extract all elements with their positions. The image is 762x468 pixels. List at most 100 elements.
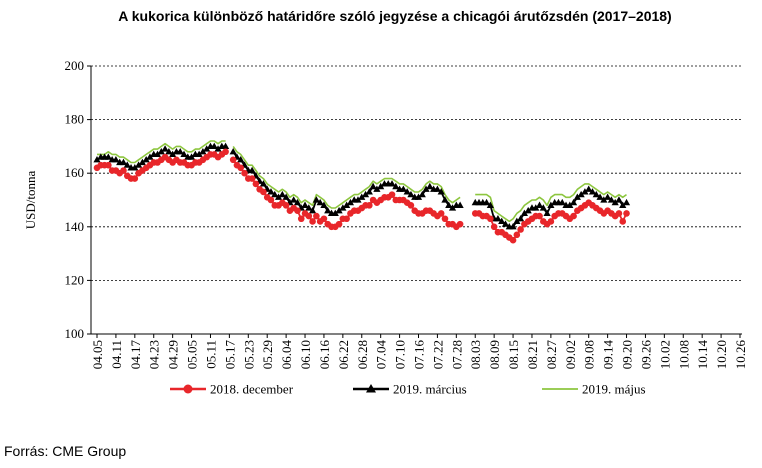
data-point [566, 201, 574, 208]
data-point [418, 190, 426, 198]
data-point [354, 196, 362, 203]
data-point [509, 236, 517, 244]
legend-marker [366, 384, 376, 393]
data-point [153, 150, 162, 158]
legend-item-1: 2018. december [170, 382, 294, 397]
x-tick-label: 08.09 [487, 340, 502, 369]
data-point [433, 185, 442, 192]
legend-label: 2019. március [393, 382, 467, 397]
data-point [392, 182, 400, 190]
data-point [267, 188, 275, 195]
series-3 [97, 140, 627, 223]
data-point [93, 156, 101, 163]
data-point [596, 193, 604, 200]
series-1 [93, 148, 630, 244]
data-point [437, 188, 445, 195]
data-point [490, 223, 498, 231]
x-tick-label: 08.03 [468, 340, 483, 369]
series-2 [93, 142, 631, 230]
data-point [271, 190, 279, 198]
x-tick-label: 09.02 [563, 340, 578, 369]
x-tick-label: 06.16 [317, 340, 332, 370]
data-point [600, 196, 608, 203]
data-point [513, 231, 521, 239]
data-point [539, 204, 547, 211]
x-tick-label: 07.10 [393, 340, 408, 369]
x-tick-label: 05.29 [260, 340, 275, 369]
data-point [290, 196, 298, 203]
y-tick-label: 200 [65, 58, 85, 73]
x-tick-label: 04.05 [90, 340, 105, 369]
data-point [331, 209, 339, 216]
data-point [486, 201, 494, 208]
data-point [293, 198, 302, 206]
data-point [445, 201, 453, 208]
data-point [320, 215, 328, 223]
data-point [104, 153, 112, 160]
data-point [169, 150, 177, 158]
y-tick-label: 160 [65, 165, 85, 180]
data-point [138, 158, 146, 166]
x-tick-label: 05.17 [222, 340, 237, 370]
data-point [146, 153, 154, 160]
data-point [615, 210, 623, 217]
data-point [498, 217, 506, 225]
data-point [176, 147, 184, 155]
data-point [339, 204, 347, 211]
x-tick-label: 04.23 [147, 340, 162, 369]
data-point [123, 161, 131, 168]
data-point [358, 193, 366, 200]
x-tick-label: 10.20 [714, 340, 729, 369]
data-point [335, 206, 343, 214]
data-point [343, 201, 351, 208]
y-tick-label: 100 [65, 326, 85, 341]
data-point [520, 209, 529, 216]
data-point [313, 212, 320, 220]
data-point [105, 161, 112, 169]
x-tick-label: 06.10 [298, 340, 313, 369]
data-point [588, 188, 597, 195]
data-point [611, 198, 619, 206]
data-point [297, 215, 305, 223]
data-point [248, 175, 256, 182]
data-point [573, 193, 581, 200]
data-point [524, 206, 532, 214]
data-point [369, 182, 377, 190]
data-point [619, 201, 627, 208]
data-point [623, 210, 630, 217]
x-tick-label: 09.08 [582, 340, 597, 369]
data-point [361, 190, 370, 198]
legend-label: 2019. május [582, 382, 646, 397]
data-point [260, 188, 267, 196]
x-tick-label: 07.22 [430, 340, 445, 369]
data-point [161, 145, 169, 152]
data-point [403, 188, 411, 195]
y-tick-label: 120 [65, 272, 85, 287]
x-tick-label: 10.02 [657, 340, 672, 369]
data-point [399, 185, 407, 192]
data-point [343, 215, 350, 223]
legend: 2018. december 2019. március 2019. május [170, 382, 646, 397]
data-point [517, 214, 525, 222]
data-point [180, 150, 188, 158]
x-tick-label: 06.28 [355, 340, 370, 369]
grid-lines [91, 65, 742, 281]
data-point [222, 148, 229, 156]
series-lines [93, 140, 631, 244]
x-tick-label: 04.11 [109, 340, 124, 369]
x-tick-label: 07.04 [374, 340, 389, 370]
data-point [407, 190, 415, 198]
data-point [569, 198, 578, 206]
data-point [456, 220, 464, 228]
x-tick-label: 05.11 [203, 340, 218, 369]
x-tick-label: 09.14 [601, 340, 616, 370]
x-tick-label: 06.04 [279, 340, 294, 370]
data-point [592, 190, 600, 198]
data-point [282, 202, 290, 209]
data-point [203, 145, 211, 152]
data-point [414, 193, 423, 200]
data-point [237, 156, 245, 163]
data-point [210, 142, 218, 149]
data-point [426, 182, 434, 190]
